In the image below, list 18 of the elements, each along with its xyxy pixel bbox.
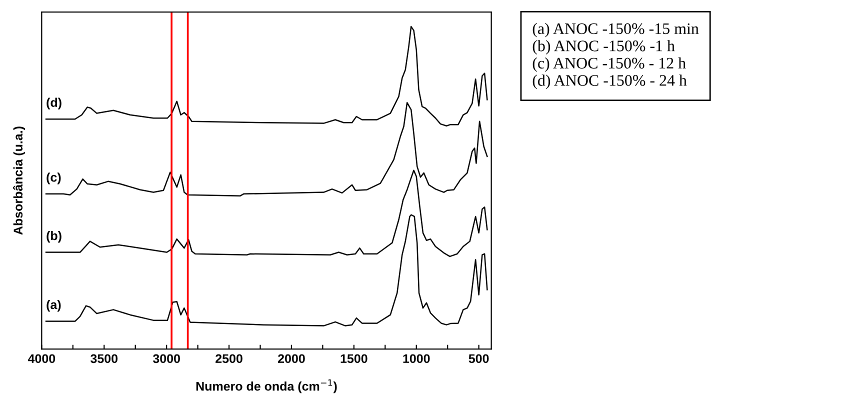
- x-tick-label: 1000: [403, 354, 430, 364]
- series-label: (b): [46, 230, 62, 243]
- y-axis-title: Absorbância (u.a.): [13, 126, 26, 235]
- x-tick-label: 3500: [90, 354, 118, 364]
- x-axis-title: Numero de onda (cm$^{−1}$): [196, 379, 337, 394]
- x-tick-label: 3000: [152, 354, 180, 364]
- text: (c) ANOC -150% - 12 h: [532, 57, 686, 72]
- text: (d) ANOC -150% - 24 h: [532, 74, 687, 90]
- series-label: (c): [46, 172, 61, 184]
- text: (a) ANOC -150% -15 min: [532, 22, 699, 38]
- x-tick-label: 2500: [216, 354, 242, 364]
- series-label: (a): [46, 300, 61, 312]
- x-tick-label: 2000: [278, 354, 305, 364]
- x-tick-label: 1500: [340, 354, 368, 364]
- x-tick-label: 500: [468, 354, 489, 364]
- series-label: (d): [46, 98, 62, 110]
- text: (b) ANOC -150% -1 h: [532, 40, 675, 55]
- x-tick-label: 4000: [28, 354, 56, 364]
